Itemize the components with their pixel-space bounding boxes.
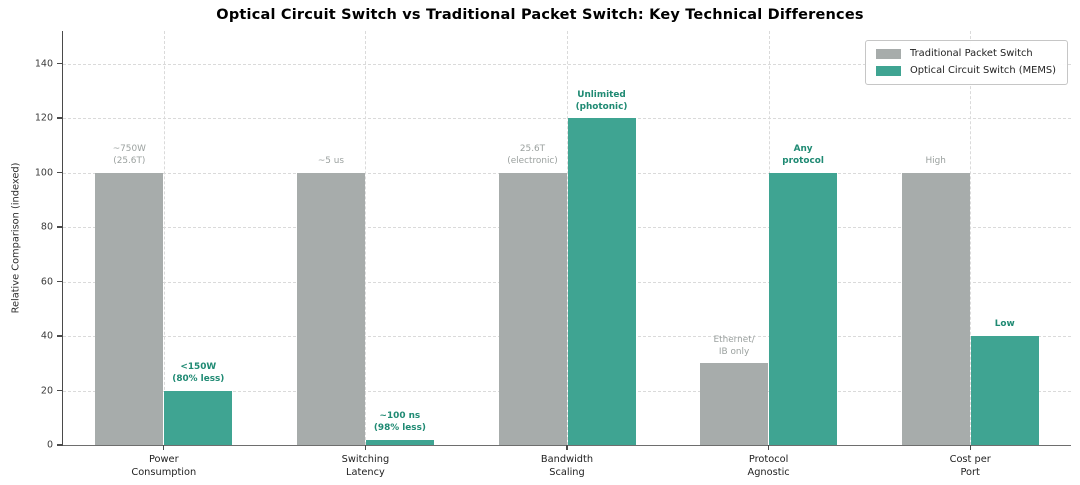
legend-swatch-optical [876, 65, 902, 76]
bar-annotation: Unlimited (photonic) [575, 90, 628, 112]
x-tick-mark [364, 445, 367, 450]
bar [970, 336, 1039, 445]
bar [567, 118, 636, 445]
bar-annotation: 25.6T (electronic) [507, 144, 558, 167]
bar-annotation: Any protocol [782, 144, 824, 167]
y-tick-mark [57, 335, 63, 337]
y-tick-label: 40 [40, 330, 53, 342]
x-category-label: Bandwidth Scaling [540, 454, 594, 479]
y-tick-mark [57, 226, 63, 228]
y-tick-label: 140 [34, 58, 53, 70]
x-tick-mark [969, 445, 971, 450]
y-axis-label: Relative Comparison (indexed) [10, 162, 22, 314]
x-tick-mark [566, 445, 568, 450]
bar [901, 172, 970, 445]
y-tick-mark [57, 389, 63, 392]
v-gridline [365, 31, 367, 445]
bar-annotation: <150W (80% less) [172, 362, 225, 384]
legend: Traditional Packet Switch Optical Circui… [865, 40, 1068, 85]
bar-annotation: ~750W (25.6T) [112, 144, 146, 167]
bar [296, 172, 365, 445]
bar-annotation: Ethernet/ IB only [713, 335, 755, 357]
legend-item-traditional: Traditional Packet Switch [876, 48, 1056, 59]
bar [769, 172, 838, 445]
bar [365, 439, 434, 445]
chart-title: Optical Circuit Switch vs Traditional Pa… [216, 7, 864, 23]
bar-annotation: High [925, 156, 946, 167]
y-tick-label: 80 [40, 221, 53, 233]
x-category-label: Power Consumption [131, 454, 197, 479]
bar-annotation: ~5 us [317, 156, 344, 167]
x-category-label: Cost per Port [949, 454, 991, 479]
legend-label-traditional: Traditional Packet Switch [910, 48, 1033, 59]
x-tick-mark [163, 445, 165, 450]
y-tick-mark [57, 171, 63, 174]
y-tick-label: 100 [34, 167, 53, 179]
x-category-label: Protocol Agnostic [747, 454, 790, 479]
legend-swatch-traditional [876, 48, 902, 59]
y-tick-mark [57, 62, 63, 65]
y-tick-label: 20 [40, 385, 53, 397]
bar [498, 172, 567, 445]
y-tick-mark [57, 117, 63, 119]
y-tick-mark [57, 444, 63, 446]
v-gridline [163, 31, 165, 445]
y-tick-label: 0 [46, 439, 53, 451]
bar [164, 390, 233, 445]
bar-annotation: ~100 ns (98% less) [373, 411, 426, 433]
x-tick-mark [767, 445, 770, 450]
legend-item-optical: Optical Circuit Switch (MEMS) [876, 65, 1056, 76]
bar-annotation: Low [994, 319, 1015, 330]
v-gridline [970, 31, 972, 445]
x-category-label: Switching Latency [341, 454, 390, 479]
y-tick-label: 120 [34, 112, 53, 124]
plot-area: 0 20 40 60 80 100 120 140 Power Consumption ~750W… [35, 31, 1071, 478]
y-tick-mark [57, 280, 63, 283]
legend-label-optical: Optical Circuit Switch (MEMS) [910, 65, 1056, 76]
y-tick-label: 60 [40, 276, 53, 288]
bar [95, 172, 164, 445]
bar [700, 363, 769, 445]
